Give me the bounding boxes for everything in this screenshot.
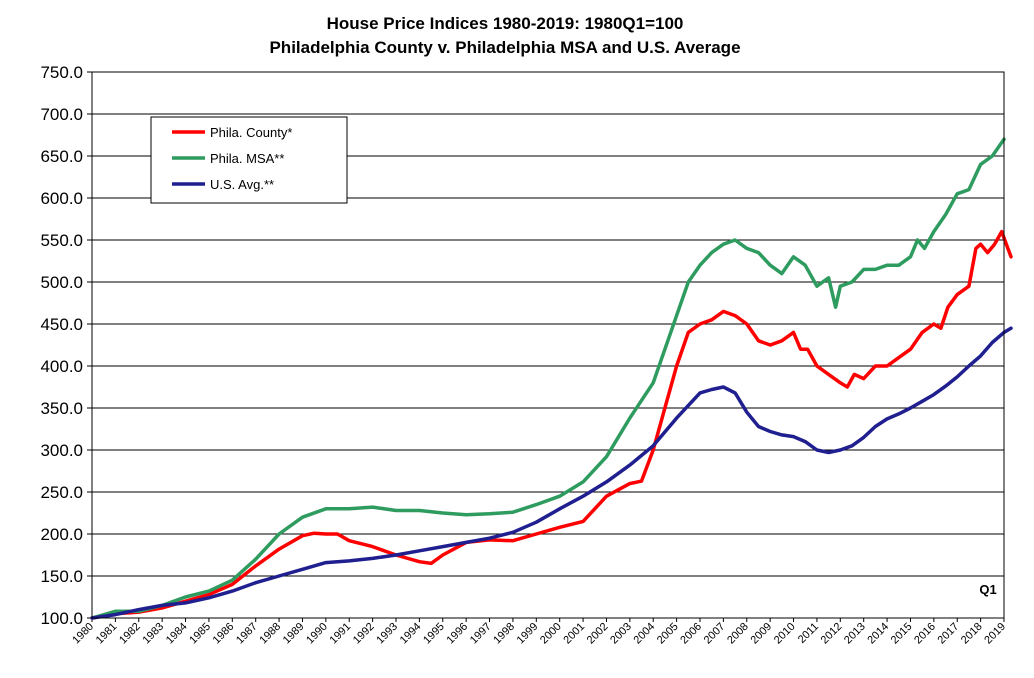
x-tick-label: 1983: [140, 621, 166, 647]
series-line-0: [90, 229, 1013, 620]
x-tick-label: 2000: [538, 621, 564, 647]
x-tick-label: 2010: [772, 621, 798, 647]
y-tick-label: 750.0: [40, 63, 83, 82]
x-tick-label: 2001: [561, 621, 587, 647]
chart-subtitle: Philadelphia County v. Philadelphia MSA …: [269, 38, 740, 57]
legend-label: Phila. MSA**: [210, 151, 284, 166]
y-tick-label: 700.0: [40, 105, 83, 124]
x-tick-label: 2018: [959, 621, 985, 647]
x-tick-label: 2002: [585, 621, 611, 647]
x-tick-label: 2005: [655, 621, 681, 647]
x-tick-label: 2014: [865, 621, 891, 647]
x-tick-label: 2019: [982, 621, 1008, 647]
y-tick-label: 250.0: [40, 483, 83, 502]
x-tick-label: 1981: [94, 621, 120, 647]
x-tick-label: 1999: [515, 621, 541, 647]
x-tick-label: 1984: [164, 621, 190, 647]
y-tick-label: 350.0: [40, 399, 83, 418]
x-tick-label: 1985: [187, 621, 213, 647]
x-tick-label: 2009: [748, 621, 774, 647]
y-tick-label: 650.0: [40, 147, 83, 166]
x-tick-label: 2015: [889, 621, 915, 647]
x-tick-label: 1991: [328, 621, 354, 647]
x-axis-ticks: 1980198119821983198419851986198719881989…: [70, 618, 1008, 646]
chart-title: House Price Indices 1980-2019: 1980Q1=10…: [327, 14, 684, 33]
y-tick-label: 400.0: [40, 357, 83, 376]
q1-annotation: Q1: [979, 582, 996, 597]
x-tick-label: 2016: [912, 621, 938, 647]
legend-label: Phila. County*: [210, 125, 292, 140]
x-tick-label: 2004: [632, 621, 658, 647]
x-tick-label: 1987: [234, 621, 260, 647]
y-tick-label: 600.0: [40, 189, 83, 208]
x-tick-label: 2006: [678, 621, 704, 647]
x-tick-label: 1998: [491, 621, 517, 647]
y-tick-label: 500.0: [40, 273, 83, 292]
x-tick-label: 2017: [936, 621, 962, 647]
y-tick-label: 200.0: [40, 525, 83, 544]
legend-label: U.S. Avg.**: [210, 177, 274, 192]
x-tick-label: 1994: [398, 621, 424, 647]
x-tick-label: 2013: [842, 621, 868, 647]
y-axis-ticks: 100.0 150.0 200.0 250.0 300.0 350.0 400.0 450.0…: [40, 63, 92, 628]
x-tick-label: 1982: [117, 621, 143, 647]
y-tick-label: 100.0: [40, 609, 83, 628]
x-tick-label: 2003: [608, 621, 634, 647]
x-tick-label: 2007: [702, 621, 728, 647]
x-tick-label: 1997: [468, 621, 494, 647]
x-tick-label: 2011: [796, 621, 821, 646]
y-tick-label: 550.0: [40, 231, 83, 250]
x-tick-label: 1990: [304, 621, 330, 647]
series-line-2: [90, 326, 1013, 620]
y-tick-label: 450.0: [40, 315, 83, 334]
y-tick-label: 300.0: [40, 441, 83, 460]
x-tick-label: 1995: [421, 621, 447, 647]
series-lines: [90, 137, 1013, 620]
x-tick-label: 2008: [725, 621, 751, 647]
x-tick-label: 1992: [351, 621, 377, 647]
x-tick-label: 1988: [257, 621, 283, 647]
y-tick-label: 150.0: [40, 567, 83, 586]
x-tick-label: 1986: [211, 621, 237, 647]
x-tick-label: 1996: [444, 621, 470, 647]
x-tick-label: 1993: [374, 621, 400, 647]
legend: Phila. County* Phila. MSA** U.S. Avg.**: [150, 116, 348, 204]
x-tick-label: 1989: [281, 621, 307, 647]
x-tick-label: 2012: [819, 621, 845, 647]
series-line-1: [90, 137, 1006, 620]
